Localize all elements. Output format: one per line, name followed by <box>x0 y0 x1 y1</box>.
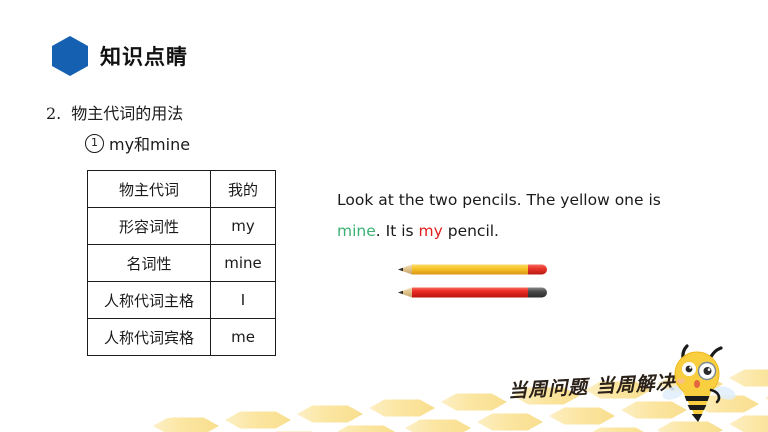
table-cell-label: 形容词性 <box>87 207 211 245</box>
pencils-svg <box>398 264 547 298</box>
table-cell-value: my <box>210 207 276 245</box>
table-row: 名词性 mine <box>87 244 276 282</box>
table-cell-value: me <box>210 318 276 356</box>
sentence-line-1: Look at the two pencils. The yellow one … <box>337 191 661 209</box>
pronoun-table: 物主代词 我的 形容词性 my 名词性 mine 人称代词主格 I 人称代词宾格… <box>87 170 276 356</box>
outline-subitem-1: 1 my和mine <box>85 131 190 155</box>
example-sentence: Look at the two pencils. The yellow one … <box>337 185 677 247</box>
table-cell-value: mine <box>210 244 276 282</box>
table-row: 形容词性 my <box>87 207 276 245</box>
section-header: 知识点睛 <box>52 36 188 76</box>
outline-item-number: 2. <box>46 104 62 123</box>
sentence-line-2-mid: . It is <box>375 222 419 240</box>
table-cell-label: 人称代词宾格 <box>87 318 211 356</box>
pencils-illustration <box>398 256 598 312</box>
page-title: 知识点睛 <box>100 45 188 69</box>
bee-mascot-icon <box>662 344 736 422</box>
table-row: 人称代词主格 I <box>87 281 276 319</box>
outline-item-text: 物主代词的用法 <box>71 104 184 123</box>
table-cell-value: I <box>210 281 276 319</box>
outline-item-2: 2. 物主代词的用法 <box>46 100 183 124</box>
outline-subitem-text: my和mine <box>109 135 191 154</box>
table-row: 物主代词 我的 <box>87 170 276 208</box>
footer-slogan: 当周问题 当周解决 <box>507 371 677 403</box>
sentence-word-mine: mine <box>337 222 376 240</box>
table-cell-label: 物主代词 <box>87 170 211 208</box>
red-pencil <box>398 287 547 298</box>
table-row: 人称代词宾格 me <box>87 318 276 356</box>
sentence-word-my: my <box>418 222 443 240</box>
hexagon-icon <box>52 36 88 76</box>
circled-number-icon: 1 <box>85 133 104 153</box>
table-cell-label: 人称代词主格 <box>87 281 211 319</box>
table-cell-label: 名词性 <box>87 244 211 282</box>
sentence-line-2-end: pencil. <box>442 222 499 240</box>
yellow-pencil <box>398 264 547 275</box>
table-cell-value: 我的 <box>210 170 276 208</box>
